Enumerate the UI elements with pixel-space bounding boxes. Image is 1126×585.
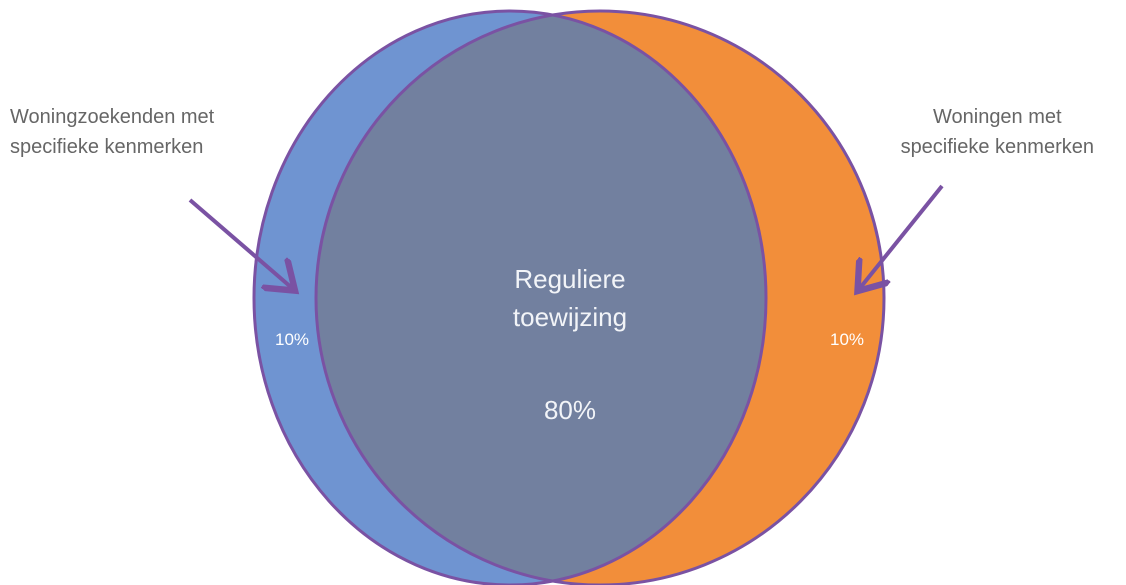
right-set-label-line-2: specifieke kenmerken <box>900 136 1094 158</box>
left-circle-outline <box>252 9 768 585</box>
center-label-line-2: toewijzing <box>512 302 628 332</box>
right-arrow <box>860 184 944 288</box>
left-set-label-line-2: specifieke kenmerken <box>10 136 204 158</box>
left-percent: 10% <box>275 330 310 349</box>
left-set-label: Woningzoekenden met specifieke kenmerken <box>10 102 214 162</box>
center-label-line-1: Reguliere <box>514 264 626 294</box>
right-set-label-line-1: Woningen met <box>932 106 1062 128</box>
right-set-label: Woningen met specifieke kenmerken <box>901 102 1094 162</box>
left-set-label-line-1: Woningzoekenden met <box>10 106 215 128</box>
right-percent: 10% <box>830 330 865 349</box>
center-percent: 80% <box>543 395 597 425</box>
left-arrow <box>188 198 292 288</box>
center-label: Reguliere toewijzing <box>470 260 670 336</box>
right-circle-outline <box>314 9 886 585</box>
